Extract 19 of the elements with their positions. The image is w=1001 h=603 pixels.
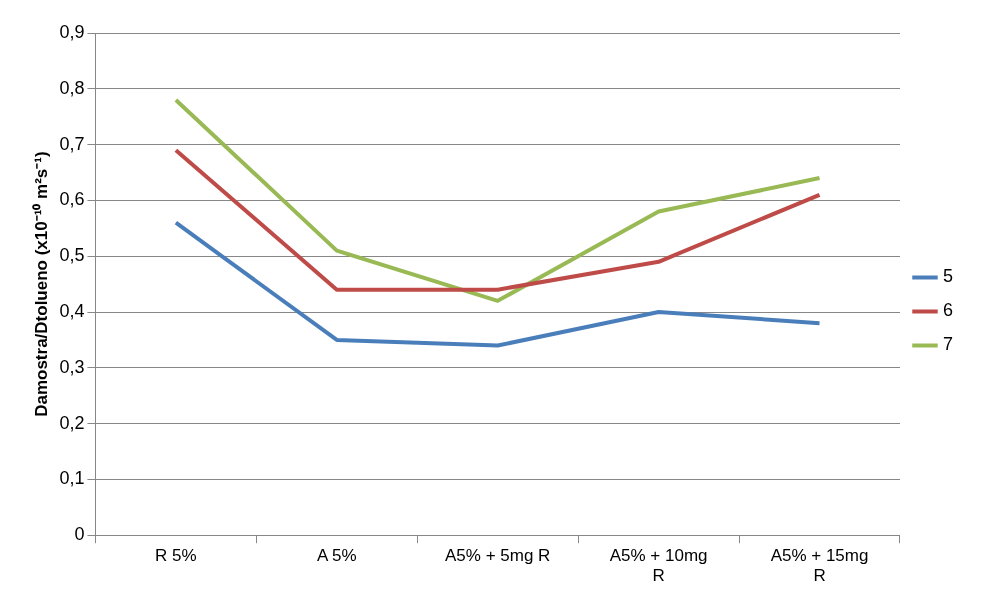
y-tick-label: 0,4 (59, 300, 85, 321)
y-tick-label: 0,6 (59, 189, 85, 210)
y-axis-title: Damostra/Dtolueno (x10⁻¹⁰ m²s⁻¹) (31, 151, 51, 417)
legend-label: 6 (942, 300, 953, 321)
y-tick-label: 0 (74, 524, 85, 545)
y-tick-label: 0,1 (59, 468, 85, 489)
y-tick-label: 0,2 (59, 412, 85, 433)
x-tick-label: A 5% (316, 546, 357, 566)
legend-label: 5 (942, 266, 953, 287)
x-tick-label: A5% + 5mg R (445, 546, 551, 566)
x-tick-label: A5% + 15mg R (770, 546, 869, 586)
y-tick-label: 0,9 (59, 21, 85, 42)
y-tick-label: 0,5 (59, 245, 85, 266)
legend-label: 7 (942, 334, 953, 355)
x-tick-label: R 5% (155, 546, 197, 566)
y-tick-label: 0,3 (59, 356, 85, 377)
x-tick-label: A5% + 10mg R (609, 546, 708, 586)
y-tick-label: 0,8 (59, 77, 85, 98)
y-tick-label: 0,7 (59, 133, 85, 154)
